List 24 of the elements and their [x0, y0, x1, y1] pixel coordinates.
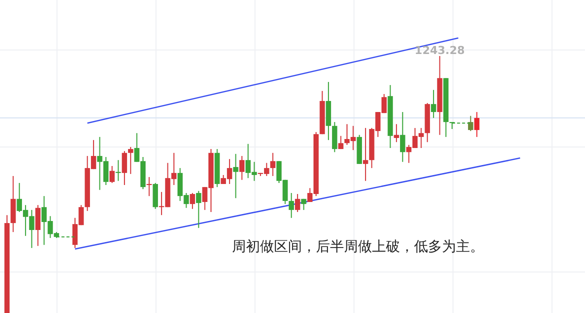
candlestick [294, 194, 300, 212]
candlestick [362, 127, 368, 182]
candlestick [109, 165, 115, 184]
candlestick [468, 115, 474, 132]
candlestick [288, 192, 294, 218]
annotation: 1243.28 [414, 44, 465, 57]
candlestick [122, 150, 128, 186]
annotation: 周初做区间，后半周做上破，低多为主。 [232, 239, 484, 255]
candlestick [394, 124, 400, 143]
candlestick [128, 146, 134, 174]
candlestick [239, 155, 245, 180]
candlestick [430, 89, 436, 118]
candlestick [338, 135, 344, 150]
candlestick [332, 122, 338, 153]
candlestick [146, 176, 152, 197]
candlestick [233, 153, 238, 199]
candlestick [116, 160, 121, 182]
candlestick [196, 190, 202, 228]
candlestick [152, 182, 158, 210]
candlestick [35, 204, 41, 246]
candlestick [400, 112, 406, 162]
candlestick [190, 192, 196, 210]
candlestick [474, 112, 480, 138]
candlestick [270, 152, 276, 177]
